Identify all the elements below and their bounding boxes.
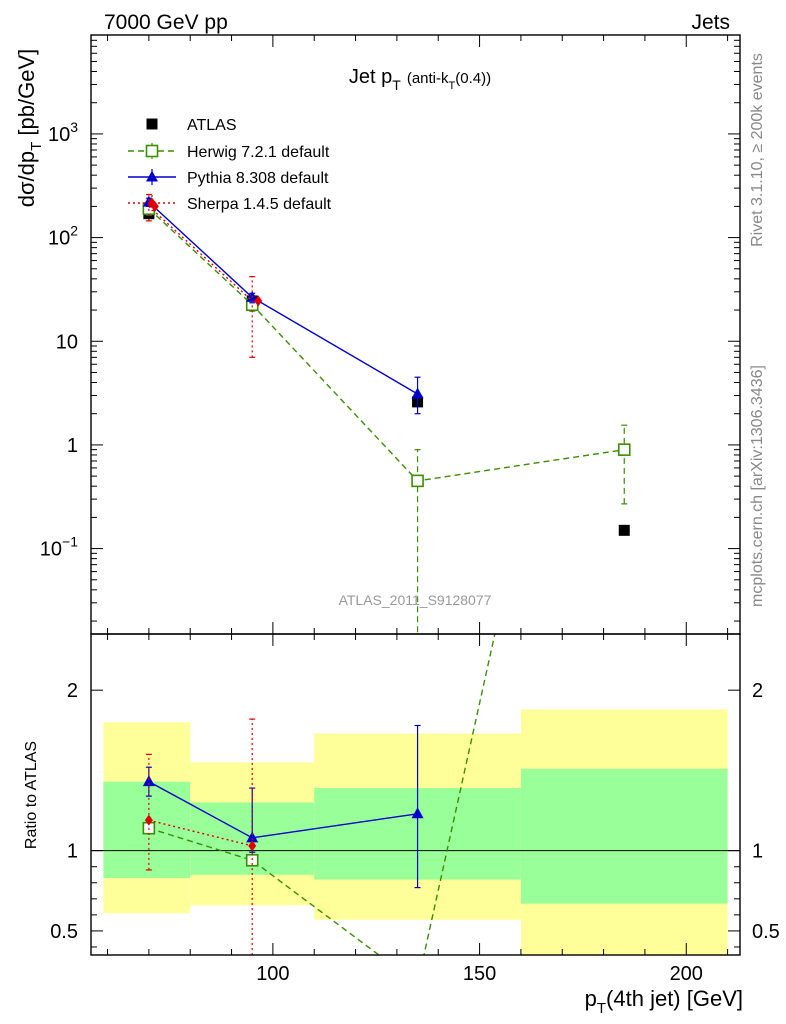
ratio-ytick-label-right: 1 xyxy=(752,841,763,863)
legend-item-sherpa: Sherpa 1.4.5 default xyxy=(128,195,332,213)
main-herwig-series xyxy=(142,202,631,634)
legend-marker xyxy=(146,118,158,130)
ratio-point xyxy=(142,775,155,787)
main-point xyxy=(411,474,424,488)
legend-item-herwig: Herwig 7.2.1 default xyxy=(128,143,330,161)
x-axis-label: pT(4th jet) [GeV] xyxy=(585,986,743,1017)
main-ytick-label: 10−1 xyxy=(40,534,78,561)
main-point xyxy=(254,295,263,307)
legend-label: Pythia 8.308 default xyxy=(187,170,329,187)
y-axis-label: dσ/dpT [pb/GeV] xyxy=(14,49,45,208)
chart-title: Jet pT (anti-kT(0.4)) xyxy=(349,66,491,93)
ratio-sherpa-series xyxy=(144,718,257,955)
ratio-line xyxy=(148,634,496,955)
ratio-ytick-label: 0.5 xyxy=(50,921,78,943)
main-ytick-label: 1 xyxy=(67,435,78,457)
ratio-point xyxy=(411,807,424,819)
main-line xyxy=(148,208,625,482)
ratio-ytick-label: 2 xyxy=(67,680,78,702)
ratio-point xyxy=(412,978,423,989)
analysis-label: ATLAS_2011_S9128077 xyxy=(339,592,492,608)
legend-item-pythia: Pythia 8.308 default xyxy=(128,169,329,187)
legend-item-atlas: ATLAS xyxy=(146,117,237,134)
main-ytick-label: 10 xyxy=(56,331,78,353)
legend-marker xyxy=(145,144,159,158)
ratio-point xyxy=(144,814,153,826)
main-ytick-label: 103 xyxy=(48,119,78,146)
ratio-ytick-label-right: 2 xyxy=(752,680,763,702)
main-point xyxy=(617,443,631,456)
main-pythia-series xyxy=(142,195,424,415)
ratio-point xyxy=(619,43,630,54)
legend-marker xyxy=(148,197,156,209)
main-point xyxy=(618,524,630,536)
rivet-label: Rivet 3.1.10, ≥ 200k events xyxy=(749,53,766,247)
ratio-pythia-series xyxy=(142,724,424,889)
main-sherpa-series xyxy=(145,193,263,358)
legend-marker xyxy=(146,170,158,182)
band-green xyxy=(520,768,728,904)
main-atlas-series xyxy=(143,208,630,536)
header-right: Jets xyxy=(691,11,730,34)
main-line xyxy=(148,205,253,302)
uncertainty-bands xyxy=(103,709,728,955)
ratio-y-axis-label: Ratio to ATLAS xyxy=(23,741,40,849)
main-point xyxy=(411,387,424,399)
legend-label: ATLAS xyxy=(187,117,237,134)
ratio-ytick-label-right: 0.5 xyxy=(752,921,780,943)
ratio-point xyxy=(248,840,257,852)
xtick-label: 150 xyxy=(463,963,496,985)
header-left: 7000 GeV pp xyxy=(104,11,228,34)
xtick-label: 100 xyxy=(256,963,289,985)
ratio-frame xyxy=(90,633,741,956)
legend-label: Sherpa 1.4.5 default xyxy=(187,196,332,213)
mcplots-label: mcplots.cern.ch [arXiv:1306.3436] xyxy=(749,365,766,607)
main-ytick-label: 102 xyxy=(48,223,78,250)
main-line xyxy=(148,201,418,395)
legend-label: Herwig 7.2.1 default xyxy=(187,144,330,161)
ratio-ytick-label: 1 xyxy=(67,841,78,863)
ratio-point xyxy=(246,831,259,843)
xtick-label: 200 xyxy=(670,963,703,985)
